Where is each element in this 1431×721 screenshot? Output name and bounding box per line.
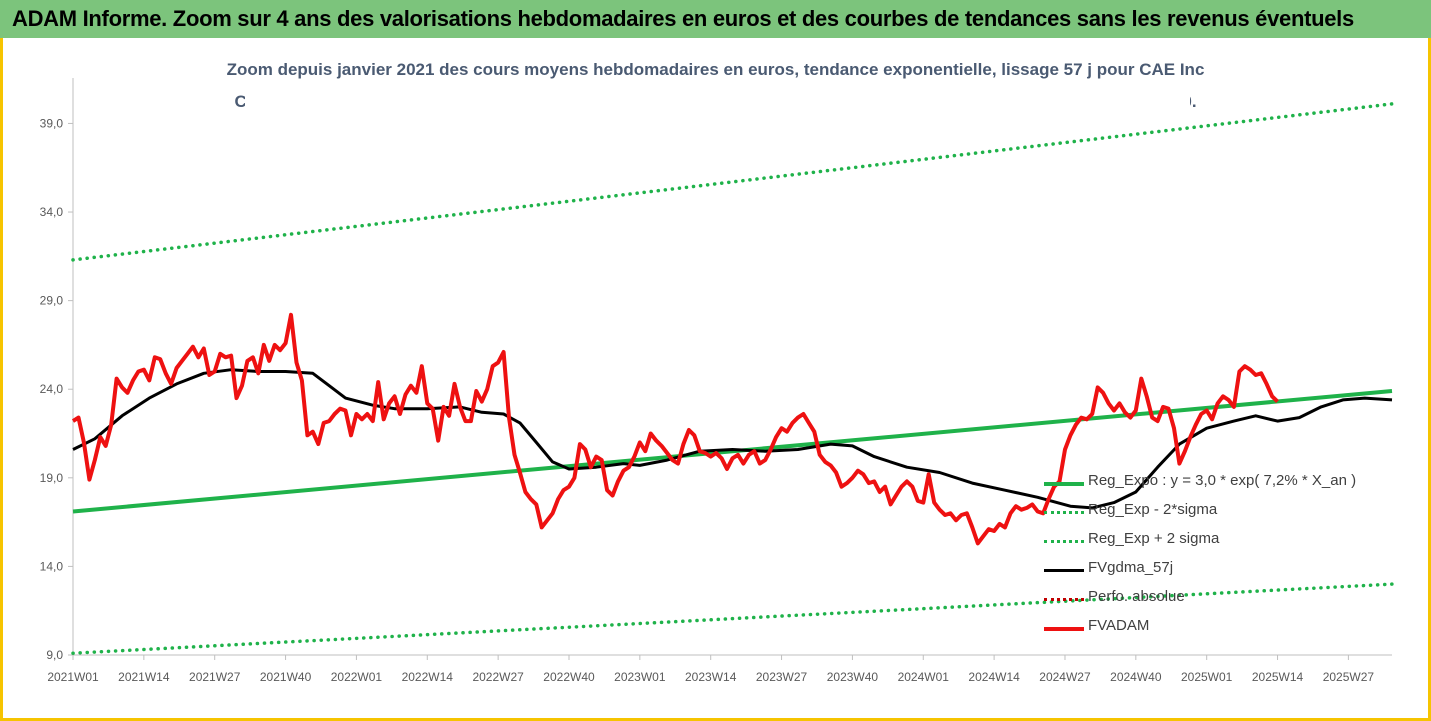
x-tick-label: 2022W14 [402,670,454,684]
y-tick-label: 34,0 [40,205,64,219]
y-tick-label: 29,0 [40,294,64,308]
x-tick-label: 2023W27 [756,670,808,684]
x-tick-label: 2022W01 [331,670,383,684]
series-reg-expo [72,389,1393,514]
x-tick-label: 2024W14 [968,670,1020,684]
legend-label: Perfo. absolue [1088,588,1185,605]
x-tick-label: 2021W27 [189,670,241,684]
banner-title: ADAM Informe. Zoom sur 4 ans des valoris… [12,6,1354,31]
series-reg-minus-2sigma [71,582,1394,655]
x-tick-label: 2023W40 [827,670,879,684]
chart-title: Zoom depuis janvier 2021 des cours moyen… [226,60,1205,79]
y-tick-label: 39,0 [40,116,64,130]
legend-swatch [1044,540,1084,543]
report-banner: ADAM Informe. Zoom sur 4 ans des valoris… [0,0,1431,38]
series-fvadam [71,312,1279,546]
legend-swatch [1044,511,1084,514]
legend-swatch [1044,569,1084,572]
legend-label: FVADAM [1088,617,1150,634]
subtitle-backdrop [245,90,1190,116]
x-tick-label: 2022W27 [472,670,524,684]
y-tick-label: 14,0 [40,559,64,573]
y-tick-label: 19,0 [40,471,64,485]
legend-label: Reg_Exp - 2*sigma [1088,501,1218,518]
x-tick-label: 2025W27 [1323,670,1375,684]
x-tick-label: 2023W01 [614,670,666,684]
x-tick-label: 2025W14 [1252,670,1304,684]
x-tick-label: 2025W01 [1181,670,1233,684]
x-tick-label: 2021W01 [47,670,99,684]
x-tick-label: 2022W40 [543,670,595,684]
series-reg-plus-2sigma [71,102,1394,262]
legend-label: FVgdma_57j [1088,559,1174,576]
legend-swatch [1044,627,1084,631]
chart-frame [0,38,1431,721]
x-tick-label: 2024W01 [898,670,950,684]
y-tick-label: 24,0 [40,382,64,396]
x-tick-label: 2023W14 [685,670,737,684]
x-tick-label: 2021W14 [118,670,170,684]
x-tick-label: 2024W27 [1039,670,1091,684]
legend-swatch [1044,598,1084,601]
x-tick-label: 2021W40 [260,670,312,684]
y-tick-label: 9,0 [46,648,63,662]
legend-swatch [1044,482,1084,486]
x-tick-label: 2024W40 [1110,670,1162,684]
legend-label: Reg_Expo : y = 3,0 * exp( 7,2% * X_an ) [1088,472,1357,489]
legend-label: Reg_Exp + 2 sigma [1088,530,1220,547]
